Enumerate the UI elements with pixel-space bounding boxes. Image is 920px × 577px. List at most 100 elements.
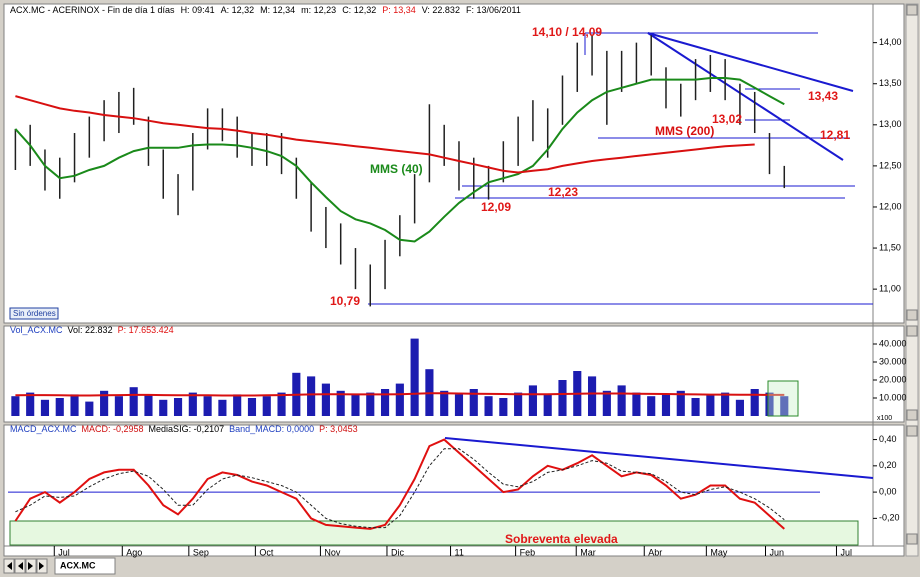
scale-label: x100 — [877, 415, 892, 422]
volume-bar — [721, 392, 730, 416]
y-tick-label: -0,20 — [879, 513, 900, 523]
volume-bar — [188, 392, 197, 416]
oversold-zone — [9, 520, 859, 546]
volume-bar — [307, 376, 316, 416]
trend-line — [444, 437, 874, 479]
volume-bar — [676, 390, 685, 416]
volume-bar — [129, 387, 138, 416]
moving-average — [14, 77, 785, 243]
moving-average — [15, 95, 755, 174]
annotation: 10,79 — [330, 294, 360, 308]
y-tick-label: 11,50 — [879, 242, 901, 252]
trend-line — [647, 32, 854, 92]
volume-bar — [484, 396, 493, 416]
scroll-down[interactable] — [906, 533, 918, 545]
y-tick-label: 12,00 — [879, 201, 902, 211]
x-tick-label: Abr — [648, 547, 662, 557]
y-tick-label: 10.000 — [879, 392, 907, 402]
volume-bar — [70, 394, 79, 416]
header-item: m: 12,23 — [301, 5, 336, 15]
header-item: V: 22.832 — [422, 5, 460, 15]
volume-bar — [100, 390, 109, 416]
y-tick-label: 12,50 — [879, 160, 902, 170]
annotation: 13,43 — [808, 89, 838, 103]
volume-bar — [11, 396, 20, 416]
pane-info-item: P: 3,0453 — [319, 424, 358, 434]
pane-info: MACD_ACX.MC MACD: -0,2958 MediaSIG: -0,210… — [10, 424, 358, 434]
x-tick-label: Sep — [193, 547, 209, 557]
annotation: 12,09 — [481, 200, 511, 214]
pane-info-item: Vol: 22.832 — [68, 325, 113, 335]
volume-bar — [203, 396, 212, 416]
y-tick-label: 0,20 — [879, 460, 897, 470]
volume-bar — [454, 394, 464, 416]
volume-bar — [706, 394, 715, 416]
volume-bar — [26, 392, 35, 416]
volume-bar — [144, 394, 153, 416]
volume-bar — [499, 398, 508, 416]
volume-bar — [750, 389, 759, 416]
y-tick-label: 14,00 — [879, 37, 902, 47]
scroll-down[interactable] — [906, 309, 918, 321]
volume-bar — [218, 399, 227, 416]
x-tick-label: Ago — [126, 547, 142, 557]
volume-bar — [85, 401, 94, 416]
y-tick-label: 20.000 — [879, 374, 907, 384]
volume-average — [15, 392, 785, 397]
volume-bar — [395, 383, 404, 416]
pane-info-item: MACD: -0,2958 — [82, 424, 144, 434]
header-item: C: 12,32 — [342, 5, 376, 15]
scroll-up[interactable] — [906, 4, 918, 16]
volume-bar — [55, 398, 64, 416]
series-label: MMS (40) — [370, 162, 423, 176]
orders-button[interactable] — [9, 307, 59, 320]
annotation: 13,02 — [712, 112, 742, 126]
x-tick-label: Oct — [259, 547, 274, 557]
annotation: 12,23 — [548, 185, 578, 199]
scroll-up[interactable] — [906, 425, 918, 437]
header-item: F: 13/06/2011 — [466, 5, 521, 15]
volume-bar — [233, 394, 242, 416]
header-item: H: 09:41 — [181, 5, 215, 15]
header-item: P: 13,34 — [382, 5, 416, 15]
y-tick-label: 30.000 — [879, 356, 907, 366]
volume-bar — [617, 385, 626, 416]
y-tick-label: 40.000 — [879, 338, 907, 348]
volume-bar — [247, 398, 257, 416]
volume-bar — [469, 389, 478, 416]
x-tick-label: Dic — [391, 547, 404, 557]
trend-line — [647, 32, 844, 161]
x-tick-label: Feb — [520, 547, 536, 557]
volume-bar — [543, 394, 552, 416]
volume-bar — [440, 390, 449, 416]
header-item: M: 12,34 — [260, 5, 295, 15]
scroll-up[interactable] — [906, 325, 918, 337]
volume-bar — [587, 376, 597, 416]
y-tick-label: 13,00 — [879, 119, 902, 129]
scrollbar[interactable] — [905, 3, 919, 557]
y-tick-label: 0,00 — [879, 486, 897, 496]
pane-info-item: P: 17.653.424 — [118, 325, 174, 335]
volume-bar — [321, 383, 330, 416]
volume-bar — [691, 398, 700, 416]
x-tick-label: Jul — [840, 547, 852, 557]
macd-line — [15, 448, 785, 529]
volume-bar — [661, 394, 671, 416]
volume-bar — [380, 389, 390, 416]
volume-bar — [780, 396, 789, 416]
volume-bar — [514, 392, 523, 416]
pane-info-item: Band_MACD: 0,0000 — [229, 424, 314, 434]
volume-bar — [262, 396, 271, 416]
scroll-down[interactable] — [906, 409, 918, 421]
volume-bar — [351, 394, 360, 416]
annotation: 12,81 — [820, 128, 850, 142]
volume-bar — [173, 398, 183, 416]
volume-bar — [602, 390, 611, 416]
time-axis — [3, 545, 905, 557]
symbol-tab[interactable] — [54, 557, 116, 575]
nav-buttons: ACX.MC — [3, 557, 116, 575]
header-item: ACX.MC - ACERINOX - Fin de día 1 días — [10, 5, 175, 15]
header-info: ACX.MC - ACERINOX - Fin de día 1 días H: … — [10, 5, 521, 15]
volume-bar — [735, 399, 744, 416]
